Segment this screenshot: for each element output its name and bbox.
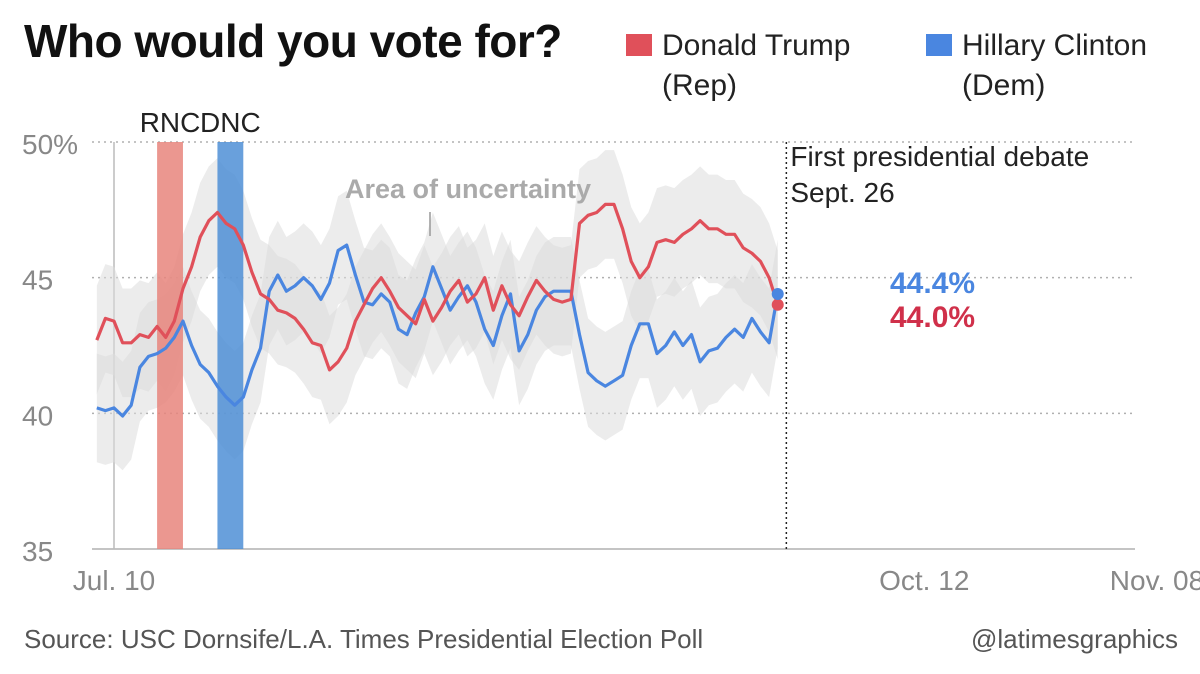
debate-label: First presidential debate xyxy=(790,141,1089,172)
end-label-rep: 44.0% xyxy=(890,301,975,334)
event-band-dnc xyxy=(217,142,244,549)
y-tick-label: 35 xyxy=(22,536,53,567)
event-band-rnc xyxy=(157,142,183,549)
event-label-rnc: RNC xyxy=(140,107,201,138)
uncertainty-label: Area of uncertainty xyxy=(345,174,591,204)
legend-party-clinton: (Dem) xyxy=(962,69,1046,102)
x-tick-label: Nov. 08 xyxy=(1110,565,1200,596)
event-label-dnc: DNC xyxy=(200,107,261,138)
debate-date-label: Sept. 26 xyxy=(790,177,894,208)
uncertainty-band xyxy=(96,150,778,471)
source-note: Source: USC Dornsife/L.A. Times Presiden… xyxy=(24,624,704,654)
chart-labels: 50% 45 40 35 Jul. 10 Oct. 12 Nov. 08 RNC DNC Firs… xyxy=(22,107,1200,596)
legend-item-clinton: Hillary Clinton (Dem) xyxy=(926,26,1147,106)
uncertainty-band-dem xyxy=(96,190,778,471)
end-point-rep xyxy=(771,298,784,311)
series-lines xyxy=(95,202,784,418)
series-line-rep xyxy=(95,202,780,372)
y-tick-label: 40 xyxy=(22,400,53,431)
legend-item-trump: Donald Trump (Rep) xyxy=(626,26,850,106)
chart-title: Who would you vote for? xyxy=(24,15,562,67)
series-line-dem xyxy=(96,243,780,418)
legend-swatch-trump xyxy=(626,34,652,56)
end-label-dem: 44.4% xyxy=(890,267,975,300)
x-tick-label: Jul. 10 xyxy=(73,565,156,596)
x-tick-label: Oct. 12 xyxy=(879,565,969,596)
legend-label-trump: Donald Trump xyxy=(662,29,851,62)
legend-swatch-clinton xyxy=(926,34,952,56)
y-tick-label: 45 xyxy=(22,265,53,296)
convention-bands xyxy=(157,142,244,549)
legend-label-clinton: Hillary Clinton xyxy=(962,29,1148,62)
end-point-dem xyxy=(771,287,784,300)
credit-note: @latimesgraphics xyxy=(970,624,1178,654)
legend-party-trump: (Rep) xyxy=(662,69,738,102)
y-tick-label: 50% xyxy=(22,129,78,160)
